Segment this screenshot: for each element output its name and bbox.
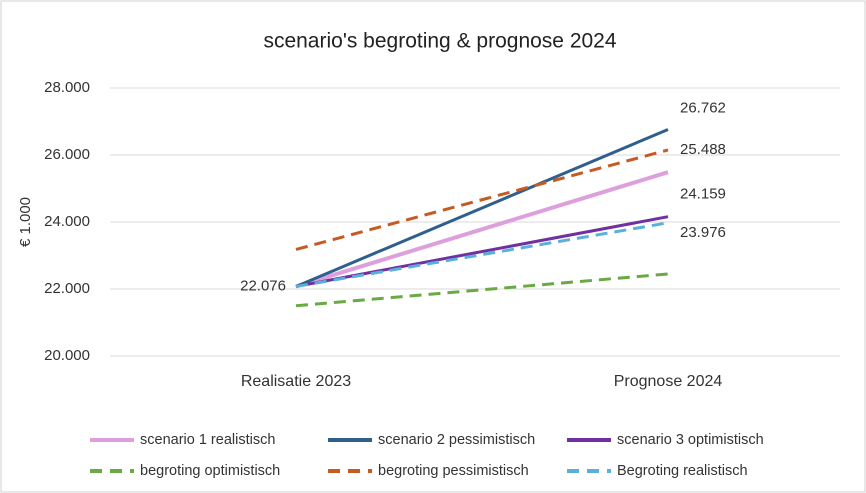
y-tick-label: 26.000 — [44, 146, 90, 163]
y-axis-label: € 1.000 — [17, 197, 34, 247]
y-tick-label: 24.000 — [44, 213, 90, 230]
legend-label: begroting optimistisch — [140, 463, 280, 479]
data-label: 24.159 — [680, 186, 726, 203]
series-line — [295, 128, 669, 288]
data-label: 26.762 — [680, 99, 726, 116]
series-line — [295, 170, 669, 289]
legend-label: scenario 1 realistisch — [140, 432, 275, 448]
legend-label: Begroting realistisch — [617, 463, 748, 479]
series-line — [295, 221, 669, 288]
legend-label: scenario 3 optimistisch — [617, 432, 764, 448]
data-label: 23.976 — [680, 224, 726, 241]
y-tick-label: 28.000 — [44, 79, 90, 96]
chart-title: scenario's begroting & prognose 2024 — [263, 30, 616, 53]
x-tick-label: Prognose 2024 — [614, 373, 723, 390]
legend-label: begroting pessimistisch — [378, 463, 529, 479]
data-label: 22.076 — [240, 277, 286, 294]
y-tick-label: 22.000 — [44, 280, 90, 297]
data-label: 25.488 — [680, 141, 726, 158]
legend-label: scenario 2 pessimistisch — [378, 432, 535, 448]
x-tick-label: Realisatie 2023 — [241, 373, 351, 390]
series-line — [295, 272, 669, 308]
y-tick-label: 20.000 — [44, 347, 90, 364]
series-line — [295, 148, 669, 251]
